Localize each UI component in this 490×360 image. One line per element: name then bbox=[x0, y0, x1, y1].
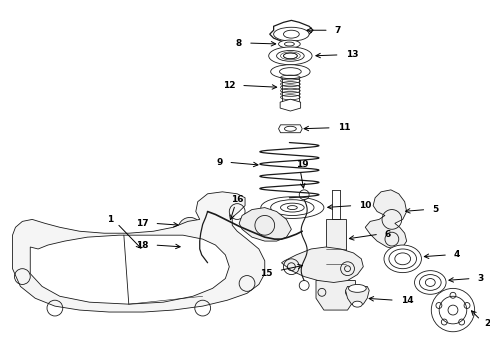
Polygon shape bbox=[282, 247, 363, 283]
Text: 7: 7 bbox=[335, 26, 341, 35]
Ellipse shape bbox=[285, 42, 294, 46]
Wedge shape bbox=[178, 217, 200, 241]
Ellipse shape bbox=[273, 27, 309, 41]
Text: 19: 19 bbox=[296, 160, 309, 169]
Ellipse shape bbox=[415, 271, 446, 294]
Text: 6: 6 bbox=[385, 230, 391, 239]
Ellipse shape bbox=[419, 275, 441, 291]
Polygon shape bbox=[345, 287, 369, 306]
Polygon shape bbox=[13, 192, 265, 312]
Polygon shape bbox=[30, 235, 229, 304]
Ellipse shape bbox=[288, 206, 297, 210]
Polygon shape bbox=[278, 125, 302, 133]
Text: 13: 13 bbox=[345, 50, 358, 59]
Text: 15: 15 bbox=[260, 269, 272, 278]
Ellipse shape bbox=[186, 245, 194, 249]
Polygon shape bbox=[365, 190, 407, 249]
Ellipse shape bbox=[384, 245, 421, 273]
Ellipse shape bbox=[280, 68, 301, 76]
Ellipse shape bbox=[285, 126, 296, 131]
Text: 5: 5 bbox=[432, 205, 439, 214]
Ellipse shape bbox=[352, 301, 362, 307]
Ellipse shape bbox=[395, 253, 411, 265]
Ellipse shape bbox=[284, 53, 297, 59]
Polygon shape bbox=[270, 21, 313, 42]
Text: 11: 11 bbox=[338, 123, 350, 132]
Text: 12: 12 bbox=[223, 81, 235, 90]
Text: 2: 2 bbox=[485, 319, 490, 328]
Text: 17: 17 bbox=[136, 219, 148, 228]
Ellipse shape bbox=[278, 40, 300, 48]
Ellipse shape bbox=[183, 243, 197, 251]
Text: 8: 8 bbox=[236, 39, 242, 48]
Ellipse shape bbox=[276, 50, 304, 61]
Text: 14: 14 bbox=[401, 296, 414, 305]
Text: 9: 9 bbox=[216, 158, 222, 167]
Ellipse shape bbox=[270, 65, 310, 78]
Polygon shape bbox=[316, 280, 355, 310]
Text: 1: 1 bbox=[107, 215, 113, 224]
Ellipse shape bbox=[389, 249, 416, 269]
Polygon shape bbox=[239, 208, 292, 241]
Text: 18: 18 bbox=[136, 240, 148, 249]
Text: 10: 10 bbox=[359, 201, 372, 210]
Bar bbox=[326, 219, 345, 298]
Ellipse shape bbox=[425, 279, 435, 287]
Ellipse shape bbox=[348, 284, 366, 292]
Ellipse shape bbox=[269, 47, 312, 65]
Ellipse shape bbox=[261, 197, 324, 219]
Text: 16: 16 bbox=[231, 195, 244, 204]
Text: 3: 3 bbox=[478, 274, 484, 283]
Text: 4: 4 bbox=[454, 251, 460, 260]
Ellipse shape bbox=[270, 200, 314, 216]
Polygon shape bbox=[280, 99, 301, 111]
Ellipse shape bbox=[284, 30, 299, 38]
Ellipse shape bbox=[281, 203, 304, 212]
